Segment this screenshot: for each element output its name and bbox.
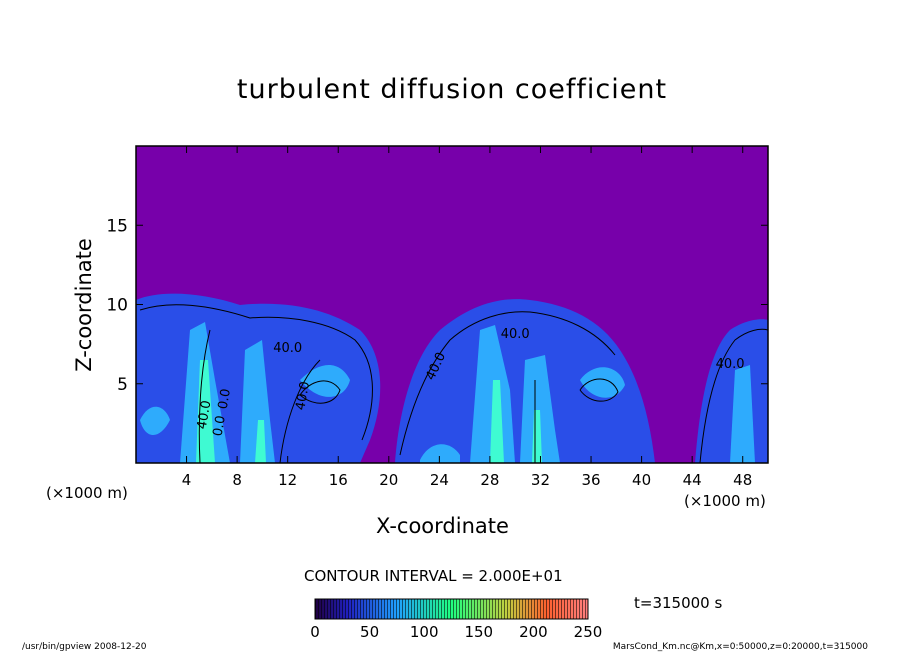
contour-lines bbox=[139, 304, 768, 463]
contour-label: 40.0 bbox=[716, 357, 745, 372]
contour-label: 0.0 bbox=[211, 414, 229, 437]
x-axis-label: X-coordinate bbox=[376, 514, 509, 538]
y-tick-label: 15 bbox=[106, 216, 128, 236]
x-unit-label-left: (×1000 m) bbox=[46, 484, 128, 502]
x-tick-label: 16 bbox=[329, 471, 348, 489]
colorbar-tick-label: 50 bbox=[360, 623, 379, 641]
contour-label: 40.0 bbox=[195, 399, 215, 430]
heatmap-field bbox=[136, 146, 768, 463]
x-tick-label: 28 bbox=[480, 471, 499, 489]
x-tick-label: 12 bbox=[278, 471, 297, 489]
time-label: t=315000 s bbox=[634, 594, 723, 612]
colorbar-stripes bbox=[315, 599, 588, 619]
y-axis-ticks: 5 10 15 bbox=[106, 216, 768, 395]
colorbar-tick-labels: 0 50 100 150 200 250 bbox=[310, 623, 602, 641]
contour-label: 40.0 bbox=[293, 380, 313, 411]
x-tick-label: 32 bbox=[531, 471, 550, 489]
colorbar-tick-label: 250 bbox=[574, 623, 603, 641]
x-tick-label: 48 bbox=[733, 471, 752, 489]
footer-right-text: MarsCond_Km.nc@Km,x=0:50000,z=0:20000,t=… bbox=[612, 642, 868, 652]
y-axis-label: Z-coordinate bbox=[72, 238, 96, 372]
y-tick-label: 10 bbox=[106, 296, 128, 316]
chart-title: turbulent diffusion coefficient bbox=[236, 74, 668, 105]
x-tick-label: 36 bbox=[581, 471, 600, 489]
x-tick-label: 44 bbox=[683, 471, 702, 489]
x-unit-label-right: (×1000 m) bbox=[684, 492, 766, 510]
x-tick-label: 40 bbox=[632, 471, 651, 489]
footer-left-text: /usr/bin/gpview 2008-12-20 bbox=[22, 642, 147, 652]
x-tick-label: 20 bbox=[379, 471, 398, 489]
x-tick-label: 8 bbox=[232, 471, 242, 489]
colorbar-tick-label: 150 bbox=[464, 623, 493, 641]
colorbar-tick-label: 100 bbox=[410, 623, 439, 641]
colorbar-tick-label: 0 bbox=[310, 623, 320, 641]
contour-label: 40.0 bbox=[273, 341, 302, 356]
colorbar-tick-label: 200 bbox=[519, 623, 548, 641]
contour-interval-label: CONTOUR INTERVAL = 2.000E+01 bbox=[304, 567, 563, 585]
contour-label: 0.0 bbox=[216, 388, 234, 411]
x-tick-label: 4 bbox=[182, 471, 192, 489]
colorbar-frame bbox=[314, 598, 589, 620]
x-axis-ticks: 4 8 12 16 20 24 28 32 36 40 44 48 bbox=[182, 146, 752, 489]
contour-label: 40.0 bbox=[501, 327, 530, 342]
x-tick-label: 24 bbox=[430, 471, 449, 489]
contour-labels: 40.040.040.040.040.00.00.040.0 bbox=[195, 327, 745, 438]
y-tick-label: 5 bbox=[117, 375, 128, 395]
